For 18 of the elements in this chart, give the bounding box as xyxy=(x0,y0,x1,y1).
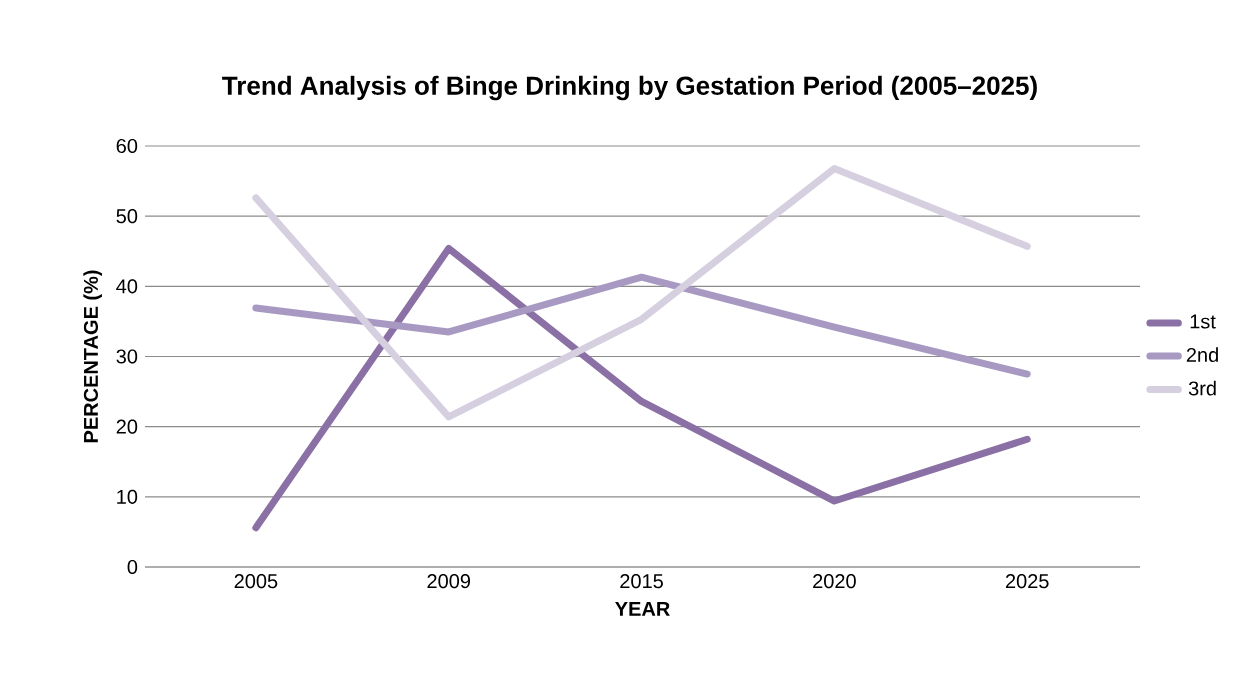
x-tick-label: 2015 xyxy=(620,574,663,589)
x-tick-label: 2020 xyxy=(813,574,856,589)
x-axis-title: YEAR xyxy=(615,601,670,616)
y-tick-label: 0 xyxy=(127,559,138,575)
legend-label: 1st xyxy=(1190,314,1216,329)
y-tick-label: 60 xyxy=(116,138,138,154)
x-tick-label: 2009 xyxy=(427,574,471,589)
y-tick-label: 50 xyxy=(116,209,138,224)
legend-label: 3rd xyxy=(1188,380,1216,396)
y-tick-label: 30 xyxy=(116,349,138,364)
x-tick-label: 2025 xyxy=(1005,574,1049,589)
legend-label: 2nd xyxy=(1186,347,1218,363)
y-axis-title: PERCENTAGE (%) xyxy=(83,270,102,443)
y-tick-label: 10 xyxy=(117,489,138,504)
chart-title: Trend Analysis of Binge Drinking by Gestation Period (2005–2025) xyxy=(222,75,1037,101)
y-tick-label: 40 xyxy=(116,279,138,294)
y-tick-label: 20 xyxy=(116,419,138,434)
x-tick-label: 2005 xyxy=(234,574,278,589)
